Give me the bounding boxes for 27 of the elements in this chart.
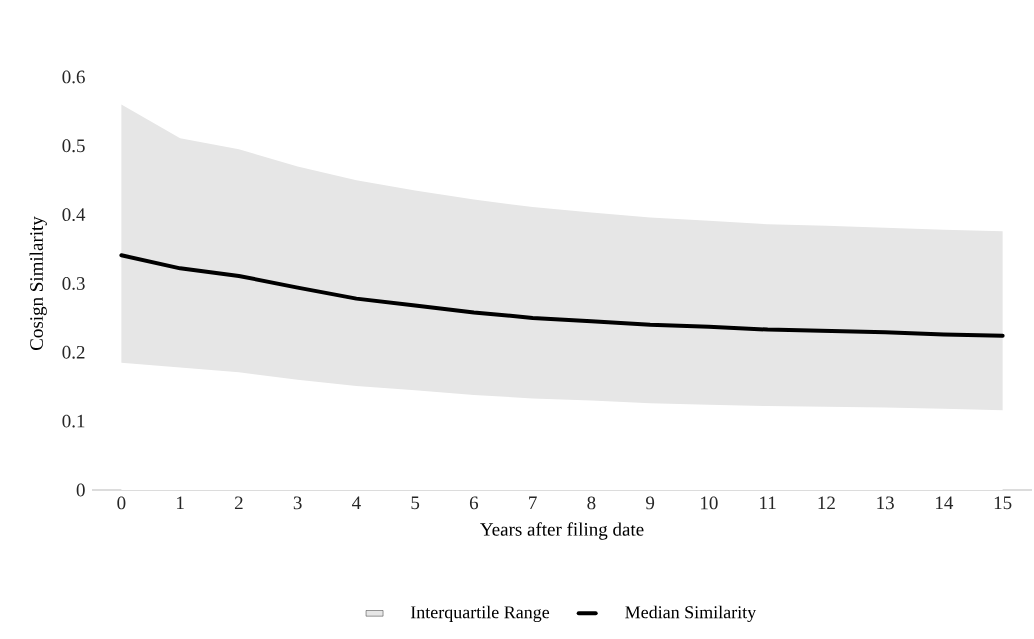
y-axis-title: Cosign Similarity xyxy=(29,216,47,350)
x-axis-title: Years after filing date xyxy=(480,522,644,540)
y-tick-label: 0.2 xyxy=(62,345,85,359)
x-tick-label: 7 xyxy=(529,496,537,509)
y-tick-label: 0.5 xyxy=(62,139,85,153)
x-tick-label: 10 xyxy=(701,496,718,510)
x-tick-label: 1 xyxy=(177,496,184,510)
x-tick-label: 6 xyxy=(469,496,479,510)
x-tick-label: 5 xyxy=(411,496,420,510)
x-tick-label: 9 xyxy=(646,496,655,510)
x-tick-label: 13 xyxy=(877,496,894,510)
legend-label: Interquartile Range xyxy=(410,605,550,623)
y-tick-label: 0 xyxy=(76,483,85,497)
x-tick-label: 0 xyxy=(117,496,126,510)
x-tick-label: 11 xyxy=(760,496,776,510)
legend-label: Median Similarity xyxy=(625,605,757,623)
y-tick-label: 0.3 xyxy=(62,277,85,290)
x-tick-label: 14 xyxy=(936,496,954,510)
x-tick-label: 4 xyxy=(352,496,361,510)
x-tick-label: 2 xyxy=(234,496,243,510)
y-tick-label: 0.6 xyxy=(62,70,85,84)
x-tick-label: 3 xyxy=(293,496,302,510)
x-tick-label: 15 xyxy=(994,496,1012,510)
x-tick-label: 12 xyxy=(818,496,835,510)
x-tick-label: 8 xyxy=(587,496,596,510)
y-tick-label: 0.4 xyxy=(62,208,86,222)
y-tick-label: 0.1 xyxy=(62,414,85,428)
